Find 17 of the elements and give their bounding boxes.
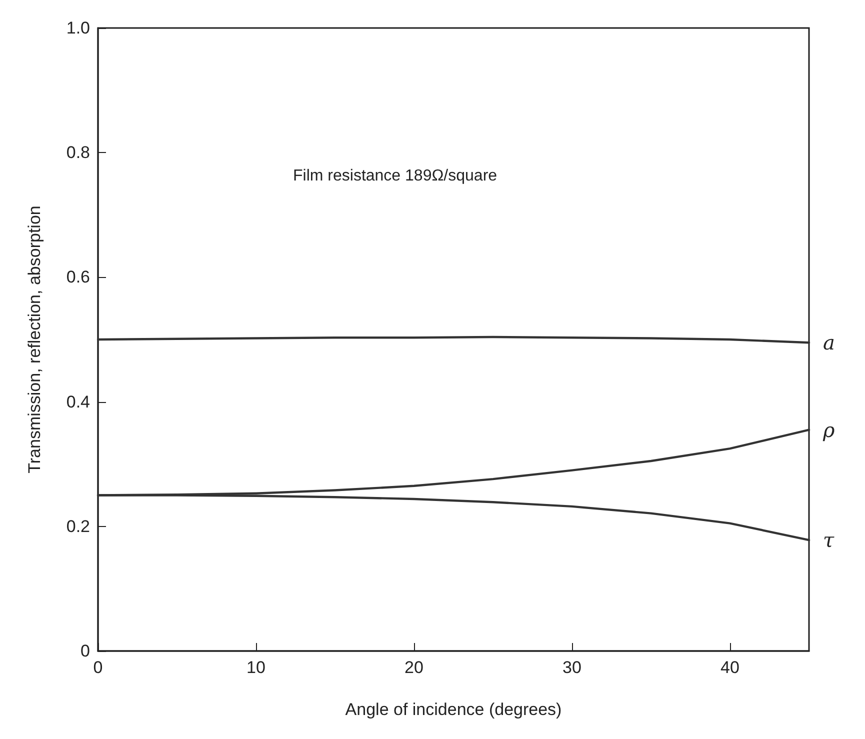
y-tick-label: 0: [80, 642, 90, 660]
x-tick-label: 10: [246, 658, 266, 677]
x-tick-label: 20: [404, 658, 424, 677]
y-tick-label: 0.8: [66, 143, 90, 162]
x-tick-label: 40: [720, 658, 740, 677]
x-axis-title: Angle of incidence (degrees): [345, 700, 562, 719]
series-label: a: [823, 330, 835, 355]
y-tick-label: 0.4: [66, 392, 90, 412]
series-label: τ: [823, 528, 835, 552]
series-label: ρ: [822, 418, 835, 442]
x-tick-label: 30: [562, 658, 582, 677]
y-axis-title: Transmission, reflection, absorption: [25, 206, 44, 474]
y-tick-label: 0.2: [66, 516, 90, 536]
y-tick-label: 1.0: [66, 18, 90, 38]
x-tick-label: 0: [93, 658, 103, 677]
y-tick-label: 0.6: [66, 268, 90, 287]
annotation: Film resistance 189Ω/square: [293, 168, 498, 184]
